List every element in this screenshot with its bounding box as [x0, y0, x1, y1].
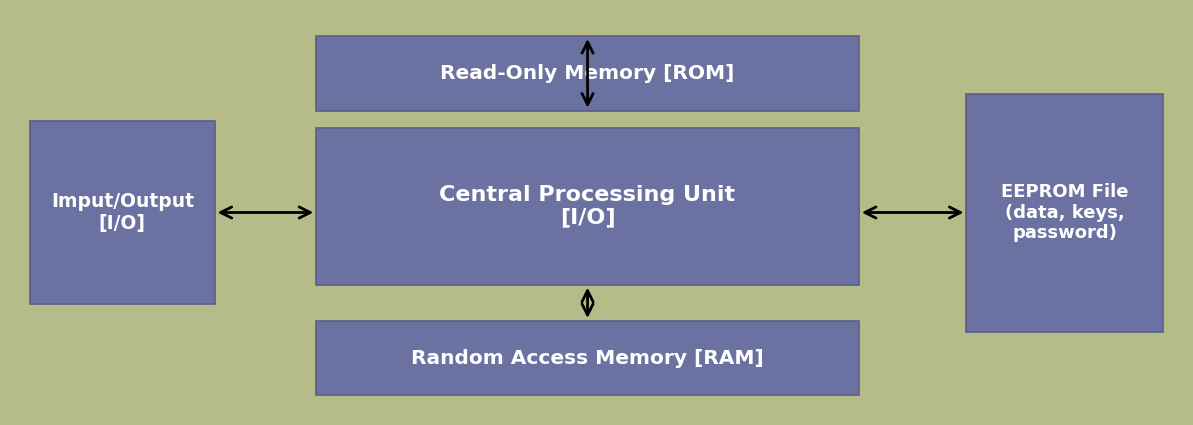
Text: EEPROM File
(data, keys,
password): EEPROM File (data, keys, password) [1001, 183, 1129, 242]
FancyBboxPatch shape [316, 321, 859, 395]
FancyBboxPatch shape [966, 94, 1163, 332]
Text: Imput/Output
[I/O]: Imput/Output [I/O] [51, 192, 193, 233]
FancyBboxPatch shape [316, 128, 859, 285]
FancyBboxPatch shape [316, 36, 859, 110]
FancyBboxPatch shape [30, 121, 215, 304]
Text: Central Processing Unit
[I/O]: Central Processing Unit [I/O] [439, 184, 736, 228]
Text: Random Access Memory [RAM]: Random Access Memory [RAM] [412, 348, 764, 368]
Text: Read-Only Memory [ROM]: Read-Only Memory [ROM] [440, 64, 735, 83]
